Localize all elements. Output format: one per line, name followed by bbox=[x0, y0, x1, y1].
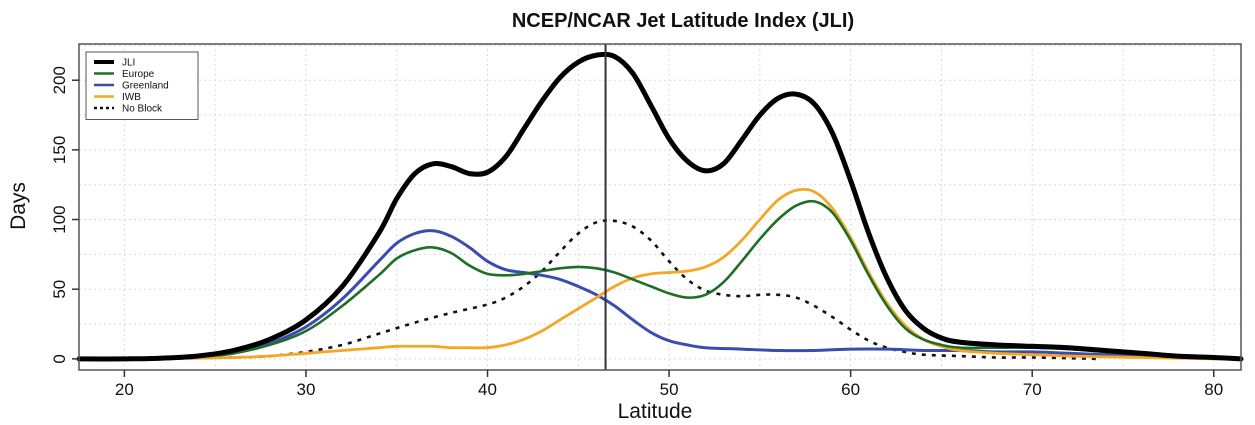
y-tick-label: 50 bbox=[50, 280, 69, 299]
x-tick-label: 20 bbox=[115, 380, 134, 399]
x-tick-label: 50 bbox=[660, 380, 679, 399]
y-axis-ticks: 0 50 100 150 200 bbox=[50, 66, 79, 364]
legend-label: JLI bbox=[122, 58, 135, 69]
plot-frame bbox=[78, 43, 1242, 371]
series-lines bbox=[76, 51, 1244, 362]
x-axis-label: Latitude bbox=[618, 400, 693, 423]
x-axis-ticks: 20 30 40 50 60 70 80 bbox=[115, 370, 1223, 399]
series-line-no-block bbox=[79, 219, 1096, 361]
y-tick-label: 200 bbox=[50, 66, 69, 94]
legend-label: No Block bbox=[122, 104, 163, 115]
series-line-greenland bbox=[77, 229, 1243, 361]
x-tick-label: 40 bbox=[478, 380, 497, 399]
chart-title: NCEP/NCAR Jet Latitude Index (JLI) bbox=[512, 10, 854, 32]
legend-label: IWB bbox=[122, 92, 141, 103]
y-tick-label: 150 bbox=[50, 136, 69, 164]
legend-label: Greenland bbox=[122, 81, 169, 92]
x-tick-label: 70 bbox=[1023, 380, 1042, 399]
series-line-iwb bbox=[77, 187, 1243, 361]
grid bbox=[79, 44, 1241, 370]
y-axis-label: Days bbox=[7, 182, 30, 230]
y-tick-label: 0 bbox=[50, 354, 69, 363]
series-line-europe bbox=[77, 199, 1243, 361]
series-line-jli bbox=[76, 51, 1244, 362]
x-tick-label: 30 bbox=[296, 380, 315, 399]
legend-label: Europe bbox=[122, 69, 155, 80]
y-tick-label: 100 bbox=[50, 205, 69, 233]
x-tick-label: 80 bbox=[1204, 380, 1223, 399]
x-tick-label: 60 bbox=[841, 380, 860, 399]
